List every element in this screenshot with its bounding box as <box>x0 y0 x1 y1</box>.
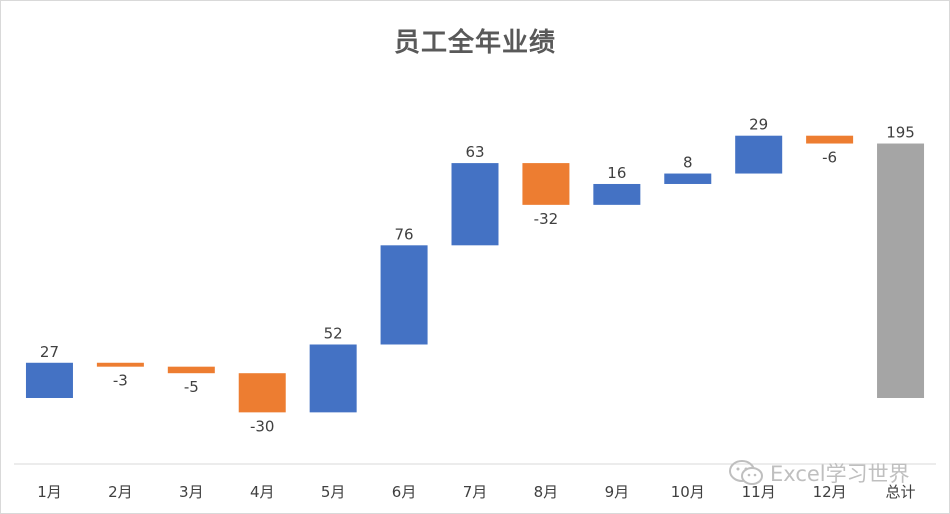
bar-10 <box>664 173 712 184</box>
category-label-10: 10月 <box>671 483 705 501</box>
bar-4 <box>238 373 286 413</box>
data-label-6: 76 <box>395 225 414 243</box>
bar-8 <box>522 163 570 205</box>
data-label-13: 195 <box>886 124 915 142</box>
bar-3 <box>167 366 215 374</box>
data-label-8: -32 <box>534 210 559 228</box>
category-label-3: 3月 <box>179 483 204 501</box>
category-label-13: 总计 <box>886 483 916 501</box>
data-label-10: 8 <box>683 154 693 172</box>
data-label-11: 29 <box>749 116 768 134</box>
category-label-1: 1月 <box>37 483 62 501</box>
category-label-9: 9月 <box>605 483 630 501</box>
data-label-1: 27 <box>40 343 59 361</box>
chart-title: 员工全年业绩 <box>393 28 556 58</box>
data-label-2: -3 <box>113 372 128 390</box>
category-label-6: 6月 <box>392 483 417 501</box>
category-label-8: 8月 <box>534 483 559 501</box>
data-label-12: -6 <box>822 149 837 167</box>
bar-13 <box>877 143 925 398</box>
bar-12 <box>806 135 854 144</box>
data-label-3: -5 <box>184 378 199 396</box>
data-label-7: 63 <box>465 143 484 161</box>
bar-9 <box>593 183 641 205</box>
category-label-2: 2月 <box>108 483 133 501</box>
category-label-7: 7月 <box>463 483 488 501</box>
category-label-5: 5月 <box>321 483 346 501</box>
bar-11 <box>735 135 783 174</box>
data-label-5: 52 <box>324 324 343 342</box>
bar-2 <box>96 362 144 367</box>
category-label-11: 11月 <box>742 483 776 501</box>
bar-5 <box>309 344 357 413</box>
bar-6 <box>380 245 428 345</box>
category-label-4: 4月 <box>250 483 275 501</box>
data-label-9: 16 <box>607 164 626 182</box>
category-label-12: 12月 <box>813 483 847 501</box>
bar-1 <box>25 362 73 398</box>
data-label-4: -30 <box>250 417 275 435</box>
bar-7 <box>451 163 499 246</box>
